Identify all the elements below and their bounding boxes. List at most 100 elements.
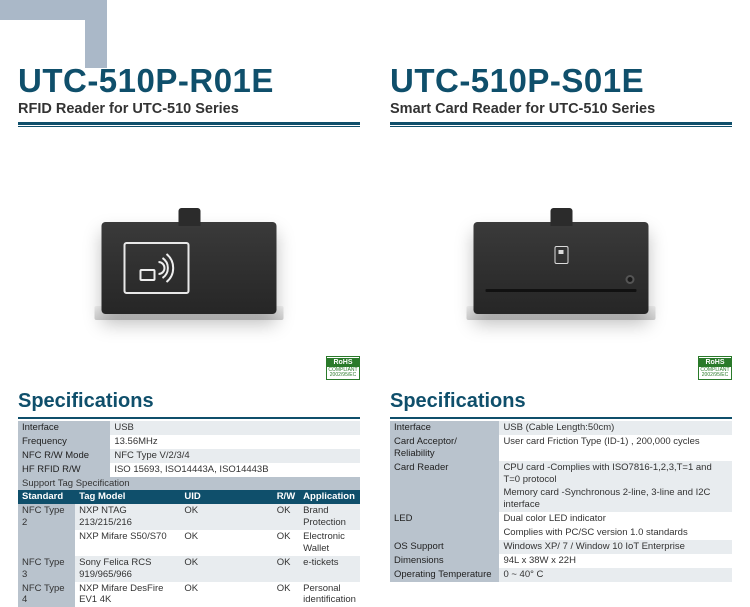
device-illustration [474,222,649,314]
decorative-block-h [0,0,85,20]
specs-rule [18,417,360,419]
table-row: Dimensions94L x 38W x 22H [390,554,732,568]
spec-table-basic: InterfaceUSBFrequency13.56MHzNFC R/W Mod… [18,421,360,490]
right-product-column: UTC-510P-S01E Smart Card Reader for UTC-… [390,0,732,607]
spec-value: OK [273,504,299,530]
table-row: NFC Type 2NXP NTAG 213/215/216OKOKBrand … [18,504,360,530]
spec-label: Operating Temperature [390,568,499,582]
spec-label: Card Acceptor/ Reliability [390,435,499,461]
spec-value: OK [273,556,299,582]
table-row: NFC Type 4NXP Mifare DesFire EV1 4KOKOKP… [18,582,360,607]
spec-value: Electronic Wallet [299,530,360,556]
spec-label: Interface [390,421,499,435]
spec-value: 13.56MHz [110,435,360,449]
left-product-column: UTC-510P-R01E RFID Reader for UTC-510 Se… [18,0,360,607]
rohs-label: RoHS [327,358,359,367]
spec-value: OK [180,530,272,556]
column-header: Application [299,490,360,504]
product-image-area: RoHS COMPLIANT 2002/95/EC [18,142,360,384]
column-header: Standard [18,490,75,504]
table-row: NFC R/W ModeNFC Type V/2/3/4 [18,449,360,463]
table-row: HF RFID R/WISO 15693, ISO14443A, ISO1444… [18,463,360,477]
rohs-badge: RoHS COMPLIANT 2002/95/EC [326,356,360,380]
spec-value: Windows XP/ 7 / Window 10 IoT Enterprise [499,540,732,554]
specs-heading: Specifications [18,390,360,413]
table-row: OS SupportWindows XP/ 7 / Window 10 IoT … [390,540,732,554]
table-row: Operating Temperature0 ~ 40° C [390,568,732,582]
spec-value: Memory card -Synchronous 2-line, 3-line … [499,486,732,512]
spec-value: NXP NTAG 213/215/216 [75,504,180,530]
rohs-badge: RoHS COMPLIANT 2002/95/EC [698,356,732,380]
spec-label: OS Support [390,540,499,554]
product-image-area: RoHS COMPLIANT 2002/95/EC [390,142,732,384]
spec-value: NFC Type V/2/3/4 [110,449,360,463]
spec-table-basic: InterfaceUSB (Cable Length:50cm)Card Acc… [390,421,732,582]
spec-value: User card Friction Type (ID-1) , 200,000… [499,435,732,461]
rohs-sublabel: COMPLIANT 2002/95/EC [699,367,731,379]
spec-value: Sony Felica RCS 919/965/966 [75,556,180,582]
spec-value: 94L x 38W x 22H [499,554,732,568]
table-row: Card Acceptor/ ReliabilityUser card Fric… [390,435,732,461]
title-rule-thick [390,122,732,125]
spec-value: Complies with PC/SC version 1.0 standard… [499,526,732,540]
product-subtitle: RFID Reader for UTC-510 Series [18,101,360,117]
decorative-block-v [85,0,107,68]
spec-value: OK [180,556,272,582]
rohs-sublabel: COMPLIANT 2002/95/EC [327,367,359,379]
title-rule-thin [390,126,732,127]
column-header: Tag Model [75,490,180,504]
spec-value: Brand Protection [299,504,360,530]
spec-label: NFC Type 3 [18,556,75,582]
table-row: Support Tag Specification [18,477,360,491]
table-row: NFC Type 3Sony Felica RCS 919/965/966OKO… [18,556,360,582]
eject-button-icon [626,275,635,284]
specs-rule [390,417,732,419]
title-rule-thick [18,122,360,125]
table-row: Card ReaderCPU card -Complies with ISO78… [390,461,732,487]
spec-table-tags: StandardTag ModelUIDR/WApplicationNFC Ty… [18,490,360,607]
product-model: UTC-510P-S01E [390,62,732,100]
rohs-label: RoHS [699,358,731,367]
spec-value: OK [273,582,299,607]
card-slot [486,289,637,292]
table-row: LEDDual color LED indicator [390,512,732,526]
spec-value: 0 ~ 40° C [499,568,732,582]
spec-value: USB [110,421,360,435]
table-row: InterfaceUSB [18,421,360,435]
spec-label: Interface [18,421,110,435]
table-header-row: StandardTag ModelUIDR/WApplication [18,490,360,504]
title-area: UTC-510P-S01E Smart Card Reader for UTC-… [390,0,732,142]
spec-label: Card Reader [390,461,499,513]
spec-value: OK [180,504,272,530]
device-illustration [102,222,277,314]
spec-label: NFC R/W Mode [18,449,110,463]
product-subtitle: Smart Card Reader for UTC-510 Series [390,101,732,117]
spec-label: HF RFID R/W [18,463,110,477]
spec-value: ISO 15693, ISO14443A, ISO14443B [110,463,360,477]
spec-value: NXP Mifare S50/S70 [75,530,180,556]
spec-value: OK [180,582,272,607]
title-rule-thin [18,126,360,127]
product-model: UTC-510P-R01E [18,62,360,100]
spec-value: e-tickets [299,556,360,582]
spec-label: NFC Type 2 [18,504,75,556]
rfid-icon [124,242,190,294]
specs-heading: Specifications [390,390,732,413]
spec-value: NXP Mifare DesFire EV1 4K [75,582,180,607]
spec-value: Personal identification [299,582,360,607]
spec-label: NFC Type 4 [18,582,75,607]
smartcard-icon [554,246,568,264]
spec-label: LED [390,512,499,540]
spec-label: Support Tag Specification [18,477,360,491]
spec-value: Dual color LED indicator [499,512,732,526]
column-header: R/W [273,490,299,504]
spec-value: USB (Cable Length:50cm) [499,421,732,435]
table-row: InterfaceUSB (Cable Length:50cm) [390,421,732,435]
spec-value: CPU card -Complies with ISO7816-1,2,3,T=… [499,461,732,487]
title-area: UTC-510P-R01E RFID Reader for UTC-510 Se… [18,0,360,142]
table-row: Frequency13.56MHz [18,435,360,449]
spec-value: OK [273,530,299,556]
column-header: UID [180,490,272,504]
spec-label: Frequency [18,435,110,449]
spec-label: Dimensions [390,554,499,568]
